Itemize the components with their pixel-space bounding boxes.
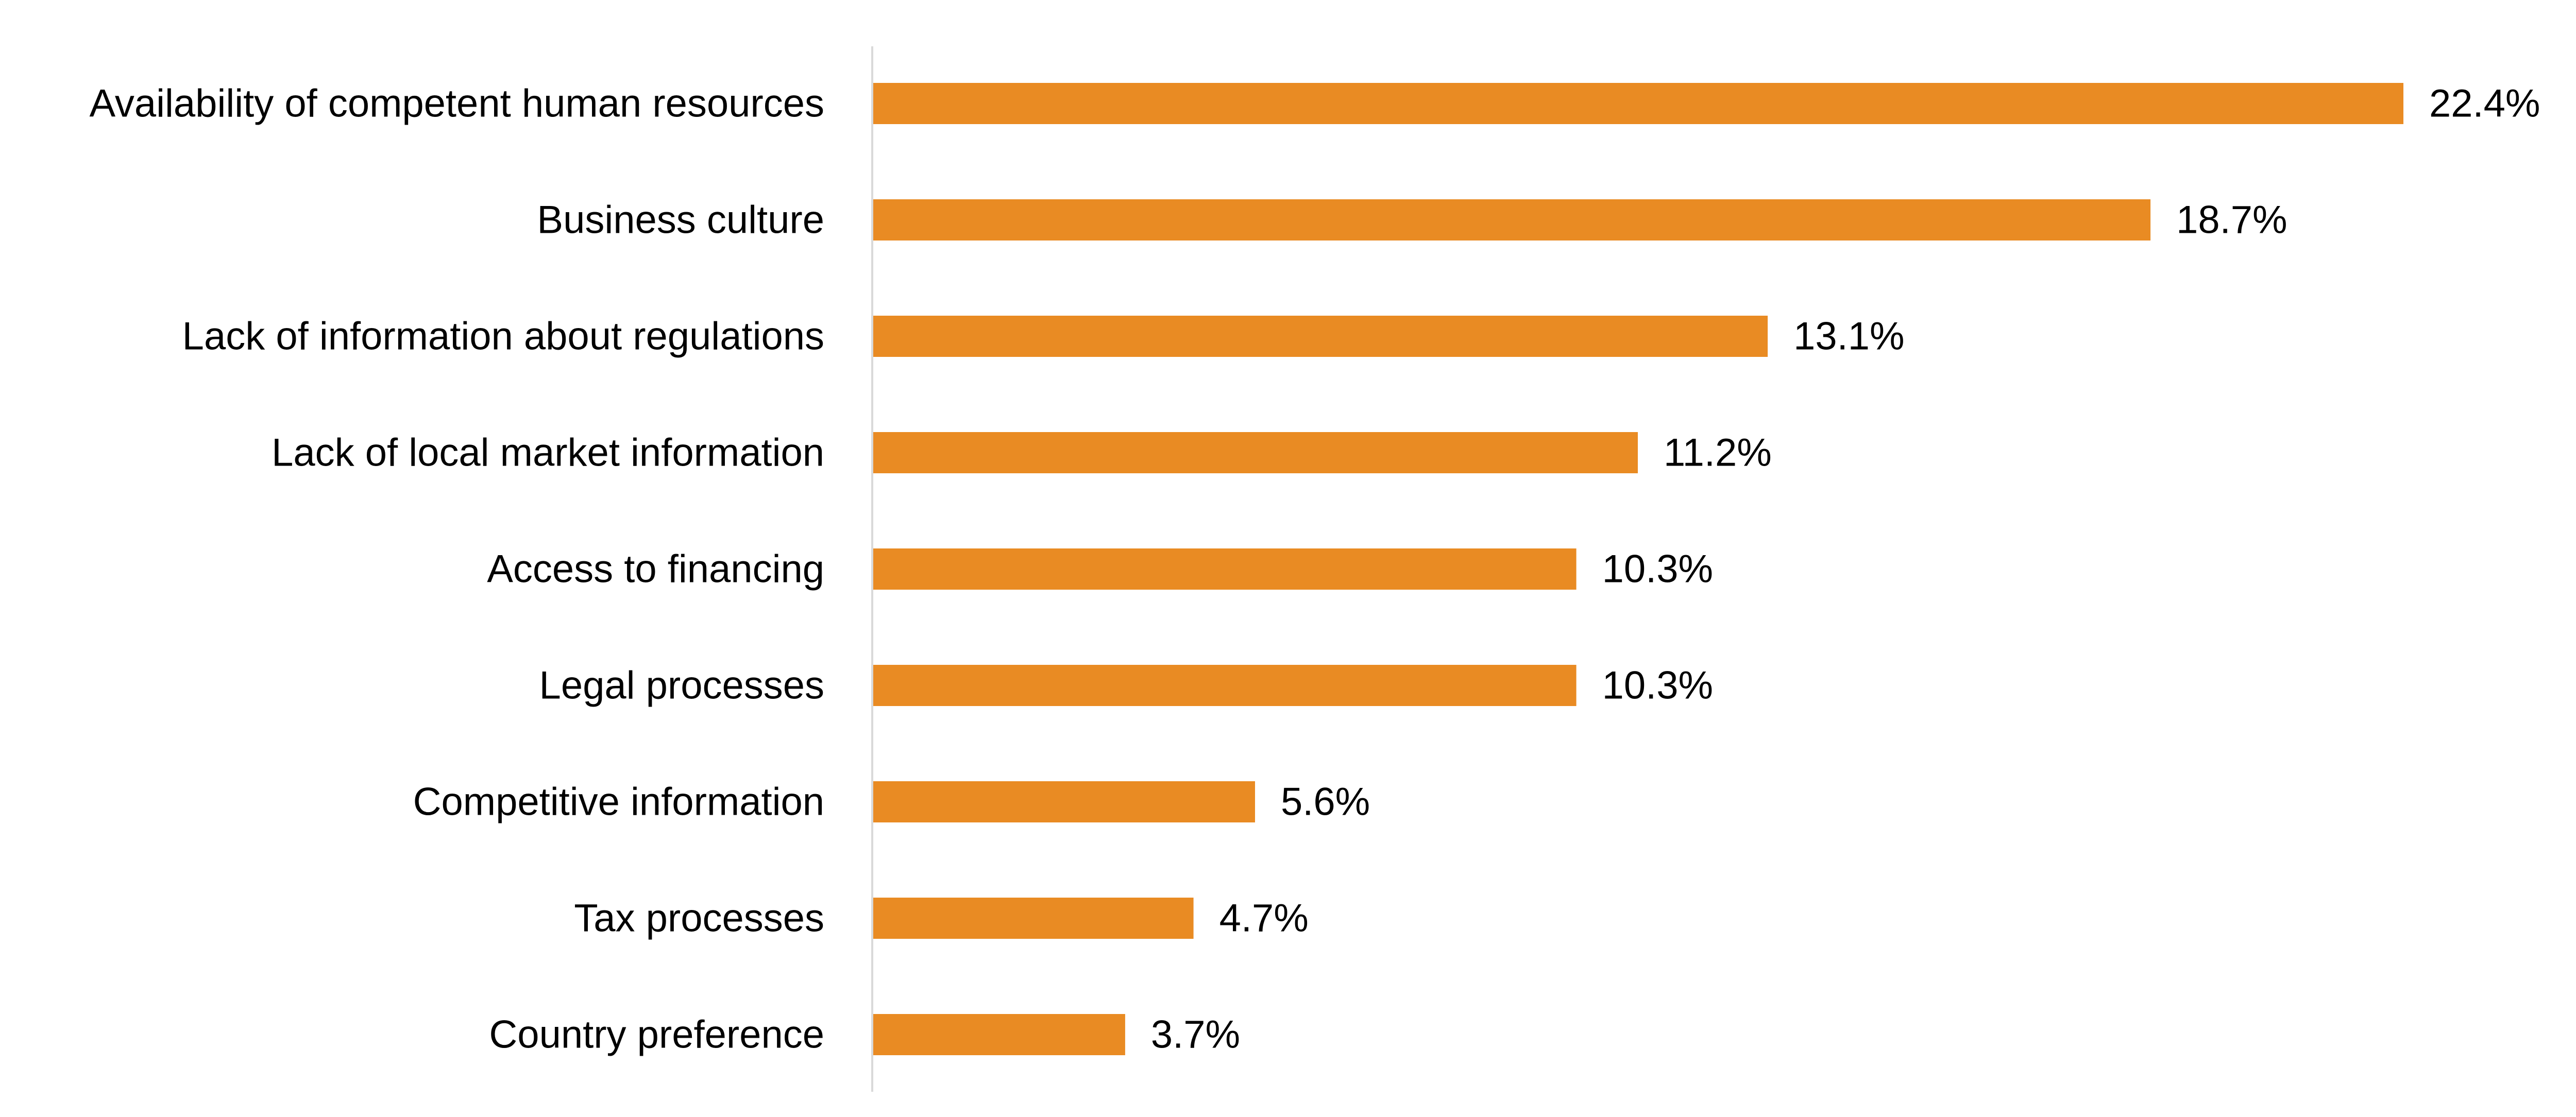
value-label: 5.6% xyxy=(1281,780,1370,824)
category-label: Competitive information xyxy=(413,780,824,824)
value-label: 22.4% xyxy=(2429,82,2540,126)
value-label: 11.2% xyxy=(1664,431,1772,475)
bar xyxy=(872,1014,1125,1055)
bar xyxy=(872,898,1194,939)
value-label: 10.3% xyxy=(1602,664,1714,708)
bar xyxy=(872,316,1768,357)
category-label: Lack of information about regulations xyxy=(182,315,824,358)
value-label: 13.1% xyxy=(1793,315,1905,358)
value-label: 18.7% xyxy=(2176,198,2287,242)
value-label: 4.7% xyxy=(1219,897,1309,940)
value-label: 3.7% xyxy=(1151,1013,1240,1057)
category-label: Access to financing xyxy=(487,547,824,591)
category-labels: Availability of competent human resource… xyxy=(90,82,824,1057)
bar xyxy=(872,83,2403,124)
bar xyxy=(872,665,1577,706)
category-label: Lack of local market information xyxy=(272,431,824,475)
bars-group xyxy=(872,83,2403,1055)
bar xyxy=(872,432,1638,473)
category-label: Legal processes xyxy=(539,664,824,708)
value-labels: 22.4% 18.7% 13.1% 11.2% 10.3% 10.3% 5.6% 4.7% 3.… xyxy=(1151,82,2540,1057)
category-label: Availability of competent human resource… xyxy=(90,82,824,126)
value-label: 10.3% xyxy=(1602,547,1714,591)
category-label: Business culture xyxy=(537,198,824,242)
bar xyxy=(872,199,2151,240)
bar xyxy=(872,781,1255,822)
category-label: Country preference xyxy=(489,1013,824,1057)
category-label: Tax processes xyxy=(574,897,824,940)
bar xyxy=(872,548,1577,590)
